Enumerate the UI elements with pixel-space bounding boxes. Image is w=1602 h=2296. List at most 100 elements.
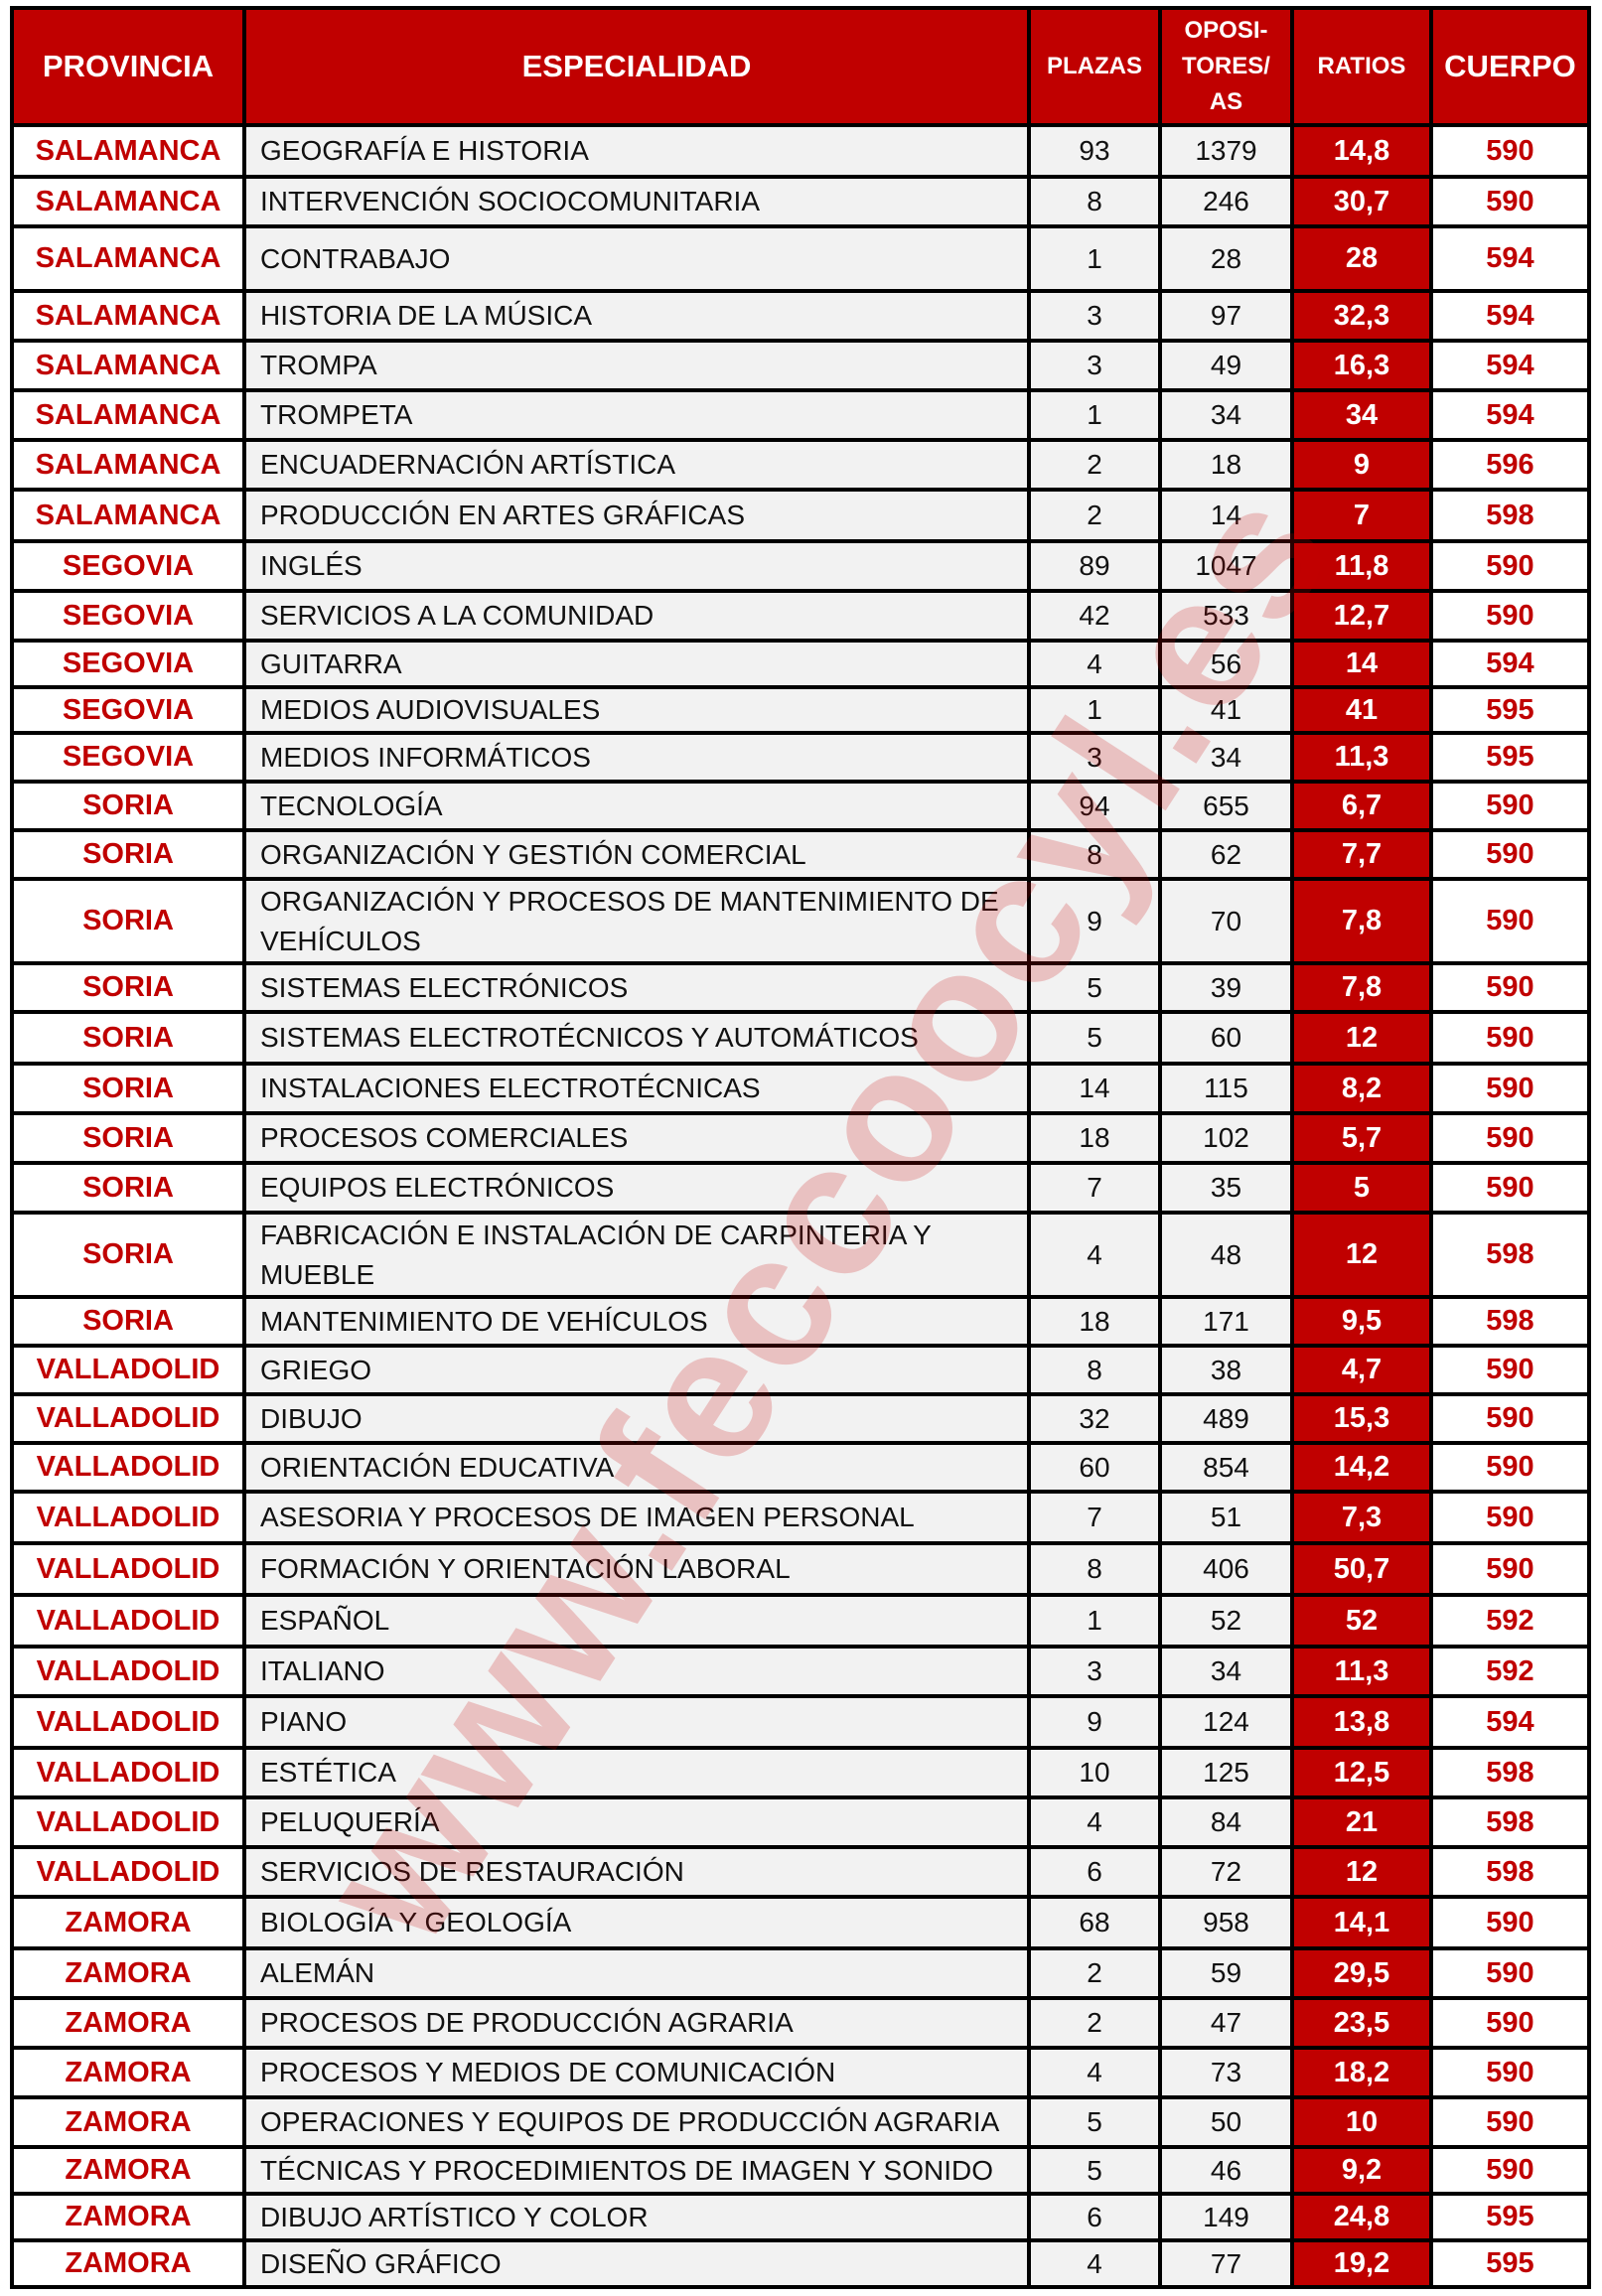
- ratio-cell: 7,7: [1290, 828, 1433, 881]
- provincia-cell: SALAMANCA: [10, 175, 246, 228]
- plazas-cell: 32: [1027, 1392, 1162, 1445]
- provincia-cell: SALAMANCA: [10, 488, 246, 543]
- table-row: SALAMANCA GEOGRAFÍA E HISTORIA 93 1379 14,8 5…: [10, 123, 1591, 179]
- ratio-cell: 14,2: [1290, 1441, 1433, 1494]
- especialidad-cell: TECNOLOGÍA: [242, 780, 1031, 832]
- table-row: SEGOVIA MEDIOS INFORMÁTICOS 3 34 11,3 595: [10, 731, 1591, 784]
- plazas-cell: 42: [1027, 589, 1162, 643]
- plazas-cell: 14: [1027, 1062, 1162, 1115]
- plazas-cell: 1: [1027, 224, 1162, 293]
- especialidad-cell: INTERVENCIÓN SOCIOCOMUNITARIA: [242, 175, 1031, 228]
- plazas-cell: 2: [1027, 1996, 1162, 2050]
- plazas-cell: 9: [1027, 877, 1162, 965]
- especialidad-cell: DIBUJO: [242, 1392, 1031, 1445]
- ratio-cell: 15,3: [1290, 1392, 1433, 1445]
- especialidad-cell: GUITARRA: [242, 639, 1031, 689]
- plazas-cell: 2: [1027, 488, 1162, 543]
- table-row: VALLADOLID SERVICIOS DE RESTAURACIÓN 6 72 12…: [10, 1845, 1591, 1899]
- opositores-cell: 35: [1158, 1161, 1294, 1215]
- header-especialidad: ESPECIALIDAD: [242, 6, 1031, 127]
- opositores-cell: 102: [1158, 1111, 1294, 1165]
- table-row: VALLADOLID PELUQUERÍA 4 84 21 598: [10, 1795, 1591, 1849]
- cuerpo-cell: 594: [1429, 1694, 1591, 1750]
- especialidad-cell: PROCESOS COMERCIALES: [242, 1111, 1031, 1165]
- table-body: SALAMANCA GEOGRAFÍA E HISTORIA 93 1379 14,8 5…: [10, 123, 1591, 2289]
- opositores-cell: 655: [1158, 780, 1294, 832]
- provincia-cell: SORIA: [10, 1010, 246, 1066]
- opositores-cell: 73: [1158, 2046, 1294, 2099]
- header-opositores: OPOSI-TORES/ AS: [1158, 6, 1294, 127]
- ratio-cell: 34: [1290, 388, 1433, 442]
- ratio-cell: 18,2: [1290, 2046, 1433, 2099]
- table-row: SALAMANCA CONTRABAJO 1 28 28 594: [10, 224, 1591, 293]
- table-row: SORIA ORGANIZACIÓN Y GESTIÓN COMERCIAL 8 62…: [10, 828, 1591, 881]
- plazas-cell: 4: [1027, 1795, 1162, 1849]
- plazas-cell: 3: [1027, 289, 1162, 343]
- plazas-cell: 60: [1027, 1441, 1162, 1494]
- plazas-cell: 94: [1027, 780, 1162, 832]
- table-row: VALLADOLID ESTÉTICA 10 125 12,5 598: [10, 1746, 1591, 1799]
- opositores-cell: 149: [1158, 2192, 1294, 2242]
- cuerpo-cell: 590: [1429, 2095, 1591, 2149]
- table-row: ZAMORA BIOLOGÍA Y GEOLOGÍA 68 958 14,1 590: [10, 1895, 1591, 1950]
- table-row: SEGOVIA INGLÉS 89 1047 11,8 590: [10, 539, 1591, 593]
- cuerpo-cell: 590: [1429, 175, 1591, 228]
- plazas-cell: 5: [1027, 961, 1162, 1014]
- cuerpo-cell: 590: [1429, 1392, 1591, 1445]
- ratio-cell: 19,2: [1290, 2238, 1433, 2289]
- provincia-cell: SALAMANCA: [10, 388, 246, 442]
- cuerpo-cell: 596: [1429, 438, 1591, 492]
- ratio-cell: 16,3: [1290, 339, 1433, 392]
- cuerpo-cell: 590: [1429, 1010, 1591, 1066]
- ratio-cell: 11,8: [1290, 539, 1433, 593]
- ratio-cell: 5,7: [1290, 1111, 1433, 1165]
- cuerpo-cell: 594: [1429, 224, 1591, 293]
- opositores-cell: 59: [1158, 1946, 1294, 2000]
- ratio-cell: 6,7: [1290, 780, 1433, 832]
- cuerpo-cell: 590: [1429, 2145, 1591, 2196]
- plazas-cell: 6: [1027, 1845, 1162, 1899]
- ratio-cell: 14,8: [1290, 123, 1433, 179]
- table-row: SORIA SISTEMAS ELECTRÓNICOS 5 39 7,8 590: [10, 961, 1591, 1014]
- provincia-cell: SORIA: [10, 1295, 246, 1348]
- table-row: ZAMORA DIBUJO ARTÍSTICO Y COLOR 6 149 24,8 59…: [10, 2192, 1591, 2242]
- table-row: VALLADOLID ITALIANO 3 34 11,3 592: [10, 1645, 1591, 1698]
- cuerpo-cell: 594: [1429, 289, 1591, 343]
- provincia-cell: VALLADOLID: [10, 1441, 246, 1494]
- especialidad-cell: ASESORIA Y PROCESOS DE IMAGEN PERSONAL: [242, 1490, 1031, 1545]
- table-row: ZAMORA OPERACIONES Y EQUIPOS DE PRODUCCIÓ…: [10, 2095, 1591, 2149]
- cuerpo-cell: 598: [1429, 1795, 1591, 1849]
- oposiciones-ratios-table: PROVINCIA ESPECIALIDAD PLAZAS OPOSI-TORE…: [10, 6, 1591, 2289]
- cuerpo-cell: 590: [1429, 1161, 1591, 1215]
- ratio-cell: 12: [1290, 1845, 1433, 1899]
- cuerpo-cell: 590: [1429, 961, 1591, 1014]
- header-cuerpo: CUERPO: [1429, 6, 1591, 127]
- provincia-cell: SORIA: [10, 780, 246, 832]
- especialidad-cell: PELUQUERÍA: [242, 1795, 1031, 1849]
- ratio-cell: 30,7: [1290, 175, 1433, 228]
- opositores-cell: 115: [1158, 1062, 1294, 1115]
- cuerpo-cell: 598: [1429, 1746, 1591, 1799]
- table-row: SEGOVIA SERVICIOS A LA COMUNIDAD 42 533 12,7…: [10, 589, 1591, 643]
- table-row: SALAMANCA HISTORIA DE LA MÚSICA 3 97 32,3 594: [10, 289, 1591, 343]
- plazas-cell: 9: [1027, 1694, 1162, 1750]
- especialidad-cell: MEDIOS INFORMÁTICOS: [242, 731, 1031, 784]
- especialidad-cell: ORGANIZACIÓN Y GESTIÓN COMERCIAL: [242, 828, 1031, 881]
- cuerpo-cell: 590: [1429, 780, 1591, 832]
- ratio-cell: 50,7: [1290, 1541, 1433, 1597]
- ratio-cell: 7,3: [1290, 1490, 1433, 1545]
- ratio-cell: 14,1: [1290, 1895, 1433, 1950]
- table-row: VALLADOLID ASESORIA Y PROCESOS DE IMAGEN …: [10, 1490, 1591, 1545]
- opositores-cell: 47: [1158, 1996, 1294, 2050]
- opositores-cell: 41: [1158, 685, 1294, 735]
- table-row: ZAMORA TÉCNICAS Y PROCEDIMIENTOS DE IMAGE…: [10, 2145, 1591, 2196]
- ratio-cell: 11,3: [1290, 731, 1433, 784]
- cuerpo-cell: 590: [1429, 1541, 1591, 1597]
- ratio-cell: 9: [1290, 438, 1433, 492]
- table-row: SEGOVIA GUITARRA 4 56 14 594: [10, 639, 1591, 689]
- especialidad-cell: TROMPETA: [242, 388, 1031, 442]
- especialidad-cell: CONTRABAJO: [242, 224, 1031, 293]
- especialidad-cell: ORGANIZACIÓN Y PROCESOS DE MANTENIMIENTO…: [242, 877, 1031, 965]
- provincia-cell: VALLADOLID: [10, 1694, 246, 1750]
- cuerpo-cell: 590: [1429, 828, 1591, 881]
